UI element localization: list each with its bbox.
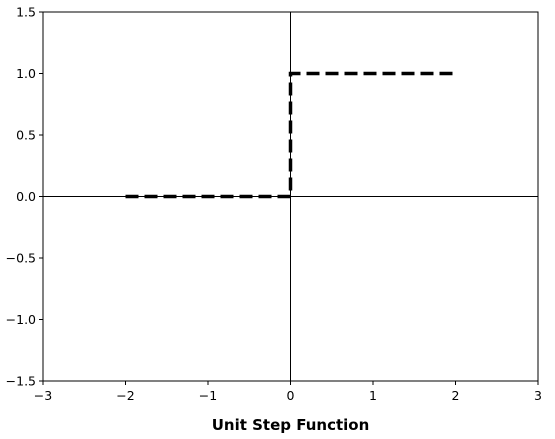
x-tick-label: 3 xyxy=(534,388,542,403)
series-layer xyxy=(125,71,456,199)
x-tick-label: 2 xyxy=(452,388,460,403)
x-tick-label: −1 xyxy=(199,388,217,403)
y-tick-label: 0.5 xyxy=(16,128,36,143)
y-tick-label: −0.5 xyxy=(6,251,36,266)
y-axis-ticks: −1.5 −1.0 −0.5 0.0 0.5 1.0 1.5 xyxy=(6,5,43,389)
y-tick-label: 1.0 xyxy=(16,66,36,81)
x-tick-label: 1 xyxy=(369,388,377,403)
x-tick-label: −3 xyxy=(34,388,52,403)
y-tick-label: 1.5 xyxy=(16,5,36,20)
x-tick-label: 0 xyxy=(287,388,295,403)
y-tick-label: 0.0 xyxy=(16,189,36,204)
y-tick-label: −1.0 xyxy=(6,312,36,327)
unit-step-series-line xyxy=(125,71,456,199)
x-tick-label: −2 xyxy=(116,388,134,403)
y-tick-label: −1.5 xyxy=(6,374,36,389)
x-axis-label: Unit Step Function xyxy=(212,416,370,434)
x-axis-ticks: −3 −2 −1 0 1 2 3 xyxy=(34,381,542,403)
